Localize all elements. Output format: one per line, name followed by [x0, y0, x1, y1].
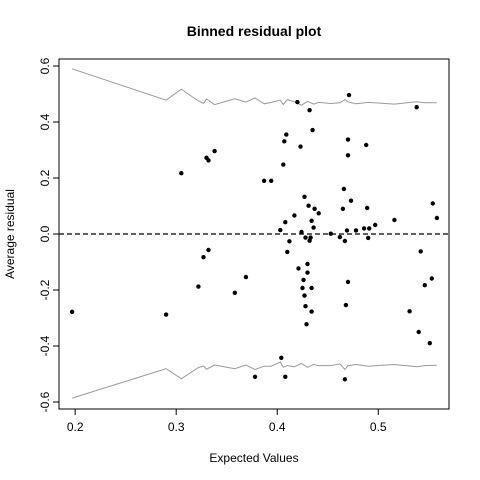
y-axis-label: Average residual	[3, 189, 17, 279]
y-tick-label: 0.2	[38, 169, 52, 186]
data-point	[417, 330, 421, 334]
data-point	[283, 375, 287, 379]
data-point	[346, 137, 350, 141]
data-point	[303, 304, 307, 308]
points-layer	[70, 93, 439, 382]
data-point	[341, 207, 345, 211]
data-point	[292, 213, 296, 217]
data-point	[346, 153, 350, 157]
data-point	[262, 179, 266, 183]
data-point	[342, 187, 346, 191]
data-point	[70, 310, 74, 314]
data-point	[307, 108, 311, 112]
lower-band-line	[72, 362, 437, 398]
data-point	[428, 341, 432, 345]
data-point	[345, 228, 349, 232]
data-point	[309, 219, 313, 223]
data-point	[365, 206, 369, 210]
x-tick-label: 0.3	[168, 420, 185, 434]
data-point	[423, 283, 427, 287]
data-point	[431, 201, 435, 205]
data-point	[308, 235, 312, 239]
data-point	[366, 236, 370, 240]
y-tick-label: -0.2	[38, 279, 52, 300]
data-point	[311, 225, 315, 229]
data-point	[305, 270, 309, 274]
data-point	[419, 249, 423, 253]
upper-band-line	[72, 69, 437, 105]
data-point	[344, 303, 348, 307]
data-point	[310, 128, 314, 132]
data-point	[179, 171, 183, 175]
data-point	[343, 377, 347, 381]
y-tick-label: 0.6	[38, 57, 52, 74]
data-point	[201, 255, 205, 259]
data-point	[281, 162, 285, 166]
y-tick-label: 0.0	[38, 225, 52, 242]
data-point	[279, 356, 283, 360]
data-point	[354, 228, 358, 232]
data-point	[347, 93, 351, 97]
data-point	[309, 309, 313, 313]
data-point	[415, 105, 419, 109]
y-tick-label: 0.4	[38, 113, 52, 130]
data-point	[373, 223, 377, 227]
data-point	[212, 149, 216, 153]
data-point	[392, 218, 396, 222]
data-point	[206, 158, 210, 162]
data-point	[283, 220, 287, 224]
data-point	[407, 309, 411, 313]
data-point	[435, 216, 439, 220]
data-point	[233, 291, 237, 295]
data-point	[367, 226, 371, 230]
data-point	[296, 266, 300, 270]
data-point	[298, 144, 302, 148]
y-axis: -0.6 -0.4 -0.2 0.0 0.2 0.4 0.6	[38, 57, 59, 412]
data-point	[304, 322, 308, 326]
data-point	[338, 235, 342, 239]
data-point	[343, 239, 347, 243]
x-axis: 0.2 0.3 0.4 0.5	[67, 409, 387, 434]
data-point	[302, 195, 306, 199]
data-point	[349, 199, 353, 203]
data-point	[364, 143, 368, 147]
data-point	[305, 262, 309, 266]
x-axis-label: Expected Values	[209, 451, 298, 465]
data-point	[295, 100, 299, 104]
x-tick-label: 0.5	[370, 420, 387, 434]
data-point	[282, 139, 286, 143]
x-tick-label: 0.2	[67, 420, 84, 434]
y-tick-label: -0.4	[38, 335, 52, 356]
data-point	[312, 207, 316, 211]
data-point	[317, 211, 321, 215]
data-point	[299, 230, 303, 234]
data-point	[285, 250, 289, 254]
data-point	[253, 375, 257, 379]
data-point	[284, 132, 288, 136]
data-point	[346, 280, 350, 284]
chart-title: Binned residual plot	[187, 23, 322, 39]
data-point	[301, 278, 305, 282]
data-point	[300, 286, 304, 290]
data-point	[302, 293, 306, 297]
data-point	[362, 226, 366, 230]
data-point	[430, 276, 434, 280]
data-point	[309, 286, 313, 290]
data-point	[287, 239, 291, 243]
data-point	[278, 228, 282, 232]
data-point	[164, 312, 168, 316]
y-tick-label: -0.6	[38, 391, 52, 412]
data-point	[303, 235, 307, 239]
data-point	[306, 204, 310, 208]
x-tick-label: 0.4	[269, 420, 286, 434]
data-point	[196, 284, 200, 288]
data-point	[269, 179, 273, 183]
data-point	[329, 232, 333, 236]
data-point	[206, 248, 210, 252]
data-point	[244, 275, 248, 279]
